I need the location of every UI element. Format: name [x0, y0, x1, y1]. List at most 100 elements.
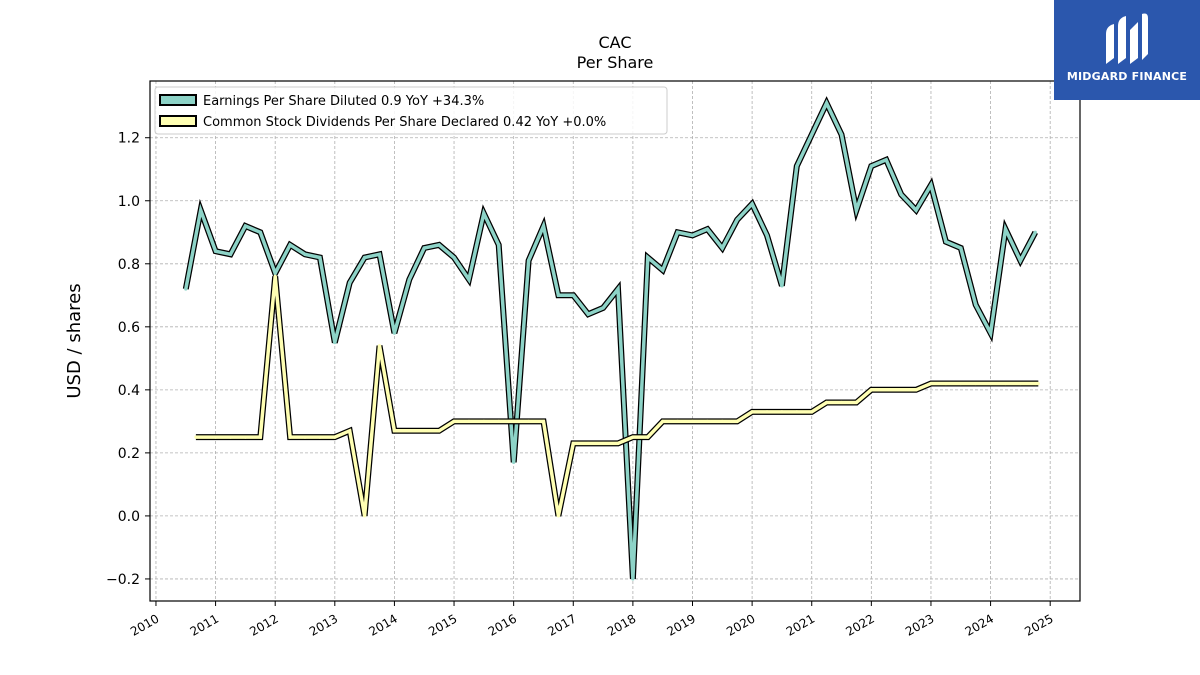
series-1-point-46: [884, 388, 888, 392]
series-0-point-48: [899, 192, 903, 197]
series-0-point-0: [184, 287, 188, 291]
series-1-point-45: [869, 388, 873, 392]
series-1-point-48: [914, 388, 918, 392]
series-1-point-39: [780, 410, 784, 414]
x-tick-label: 2024: [963, 611, 996, 638]
series-0-point-50: [929, 183, 933, 187]
series-1-point-12: [377, 344, 382, 348]
series-0-point-26: [571, 293, 575, 297]
series-0-point-13: [377, 252, 382, 256]
series-0-point-11: [348, 281, 352, 285]
series-1-point-38: [765, 410, 769, 414]
x-tick-label: 2023: [903, 611, 936, 638]
legend-swatch-0: [159, 94, 197, 106]
x-tick-label: 2018: [605, 611, 638, 638]
legend-label-1: Common Stock Dividends Per Share Declare…: [203, 115, 606, 130]
series-1-point-19: [482, 419, 486, 423]
x-tick-label: 2022: [843, 611, 876, 638]
y-tick-label: 0.4: [118, 383, 140, 399]
series-0-point-10: [333, 340, 337, 345]
series-1-point-47: [899, 388, 903, 392]
x-tick-label: 2016: [486, 611, 519, 638]
series-0-point-2: [213, 249, 218, 253]
series-1-point-44: [854, 400, 859, 405]
series-1-point-0: [194, 435, 198, 439]
series-1-point-35: [720, 419, 724, 423]
series-0-point-14: [392, 331, 397, 335]
series-1-line: [194, 274, 1040, 518]
series-0-point-51: [944, 240, 948, 244]
series-1-point-30: [646, 435, 650, 439]
series-1-point-52: [974, 381, 978, 386]
series-1-point-15: [422, 429, 426, 433]
legend: Earnings Per Share Diluted 0.9 YoY +34.3…: [154, 86, 668, 135]
series-1-point-24: [556, 514, 560, 518]
series-1-point-26: [586, 441, 590, 446]
series-1-point-20: [497, 419, 501, 423]
y-axis-label: USD / shares: [64, 283, 85, 398]
y-tick-label: 0.2: [118, 446, 140, 462]
series-1-point-5: [273, 274, 277, 278]
series-1-point-42: [825, 400, 829, 405]
y-tick-label: 0.6: [118, 320, 140, 336]
y-tick-label: −0.2: [106, 572, 140, 588]
y-tick-label: 0.8: [118, 257, 140, 273]
series-0-point-22: [512, 460, 516, 464]
series-1-point-6: [288, 435, 292, 439]
series-1-point-32: [675, 419, 680, 423]
series-0-point-44: [839, 132, 844, 137]
series-1-point-53: [988, 381, 993, 386]
series-1-point-40: [795, 410, 799, 414]
series-1-point-51: [959, 381, 963, 386]
series-0-point-25: [556, 293, 560, 297]
y-tick-label: 1.0: [118, 194, 140, 210]
series-0-point-57: [1033, 230, 1037, 234]
series-0-point-32: [661, 268, 665, 272]
series-1-point-50: [944, 381, 948, 386]
series-1-point-17: [452, 419, 456, 423]
series-0-point-49: [914, 208, 918, 212]
series-1-point-8: [318, 435, 322, 439]
series-0-point-55: [1003, 227, 1008, 231]
series-1-point-3: [243, 435, 247, 439]
series-0-point-36: [720, 246, 724, 250]
series-1-point-18: [467, 419, 471, 423]
series-1-point-2: [228, 435, 233, 439]
series-0-point-7: [288, 243, 292, 247]
series-0-point-9: [318, 255, 322, 260]
series-1-point-10: [348, 429, 352, 433]
x-tick-label: 2025: [1022, 611, 1055, 638]
series-0-point-21: [497, 243, 501, 247]
y-tick-label: 1.2: [118, 131, 140, 147]
series-0-point-45: [854, 208, 859, 212]
series-1-point-36: [735, 419, 739, 423]
series-0-point-39: [765, 233, 769, 238]
series-0-stroke: [184, 99, 1037, 579]
series-1-point-41: [810, 410, 814, 414]
series-0-point-46: [869, 164, 873, 168]
series-1-point-13: [392, 429, 397, 433]
series-0-point-42: [810, 132, 814, 137]
series-0-outline: [182, 96, 1038, 580]
series-0-point-56: [1018, 259, 1022, 263]
series-0-point-23: [526, 259, 531, 263]
legend-box: [154, 86, 668, 135]
x-tick-label: 2014: [366, 611, 399, 638]
series-0-point-12: [363, 255, 367, 260]
series-0-point-20: [482, 211, 486, 215]
midgard-finance-logo: MIDGARD FINANCE: [1054, 0, 1200, 100]
grid: [150, 81, 1080, 601]
x-tick-label: 2010: [128, 611, 161, 638]
series-0-point-27: [586, 312, 590, 316]
series-0-point-54: [988, 331, 993, 335]
series-1-point-16: [437, 429, 441, 433]
series-1-point-29: [631, 435, 635, 439]
series-1-point-22: [526, 419, 531, 423]
series-0-point-41: [795, 164, 799, 168]
series-0-point-17: [437, 243, 441, 247]
logo-mark-icon: [1106, 13, 1148, 64]
series-0-point-47: [884, 158, 888, 162]
series-0-point-53: [974, 303, 978, 307]
series-0-point-40: [780, 284, 784, 288]
